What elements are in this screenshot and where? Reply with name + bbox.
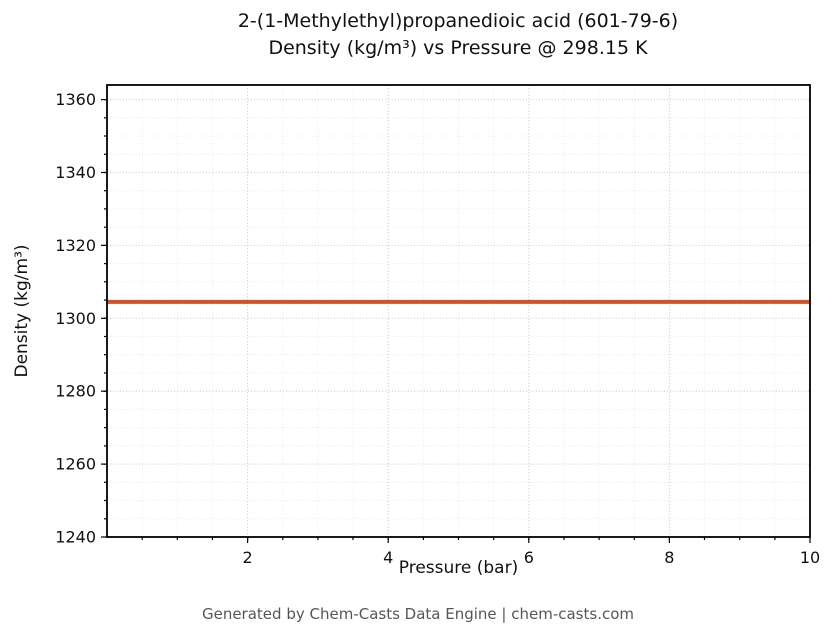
chart-title-line2: Density (kg/m³) vs Pressure @ 298.15 K: [268, 36, 648, 59]
svg-text:8: 8: [664, 548, 674, 567]
svg-text:1340: 1340: [55, 163, 96, 182]
x-axis-label: Pressure (bar): [398, 558, 519, 578]
svg-text:1240: 1240: [55, 528, 96, 547]
footer-credit: Generated by Chem-Casts Data Engine | ch…: [201, 605, 635, 623]
svg-text:4: 4: [383, 548, 393, 567]
chart-title: 2-(1-Methylethyl)propanedioic acid (601-…: [80, 8, 836, 62]
svg-text:10: 10: [800, 548, 820, 567]
svg-text:1280: 1280: [55, 382, 96, 401]
svg-text:6: 6: [524, 548, 534, 567]
svg-text:1320: 1320: [55, 236, 96, 255]
svg-text:2: 2: [243, 548, 253, 567]
svg-text:1300: 1300: [55, 309, 96, 328]
svg-text:1260: 1260: [55, 455, 96, 474]
chart-title-line1: 2-(1-Methylethyl)propanedioic acid (601-…: [237, 10, 679, 32]
y-axis-label: Density (kg/m³): [12, 244, 32, 378]
svg-text:1360: 1360: [55, 90, 96, 109]
